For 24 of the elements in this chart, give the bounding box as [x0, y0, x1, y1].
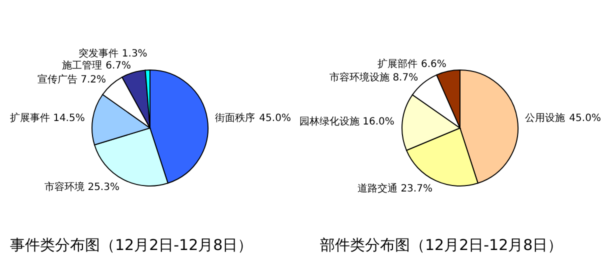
data-label: 25.3% [88, 182, 120, 194]
data-label: 1.3% [122, 48, 148, 60]
data-label: 45.0% [569, 113, 601, 124]
slice-label: 园林绿化设施 [299, 115, 360, 128]
data-label: 23.7% [400, 183, 432, 194]
text: 部件类分布图（12月2日-12月8日） [320, 236, 563, 254]
data-label: 6.7% [106, 60, 131, 72]
slice-label: 突发事件 [78, 47, 119, 60]
slice-label: 宣传广告 [37, 73, 78, 86]
data-label: 16.0% [362, 116, 394, 128]
data-label: 8.7% [392, 72, 418, 84]
slice-label: 扩展部件 [378, 58, 418, 70]
slice-label: 市容环境设施 [329, 72, 390, 84]
slice-label: 市容环境 [44, 181, 84, 194]
data-label: 7.2% [80, 74, 106, 86]
slice-label: 道路交通 [357, 182, 398, 194]
slice-label: 施工管理 [62, 59, 102, 72]
data-label: 6.6% [421, 58, 446, 70]
slice-label: 扩展事件 [10, 112, 50, 124]
text: 事件类分布图（12月2日-12月8日） [10, 236, 253, 254]
slice-label: 街面秩序 [215, 112, 256, 124]
data-label: 14.5% [53, 112, 85, 124]
data-label: 45.0% [259, 113, 291, 124]
slice-label: 公用设施 [525, 112, 566, 124]
